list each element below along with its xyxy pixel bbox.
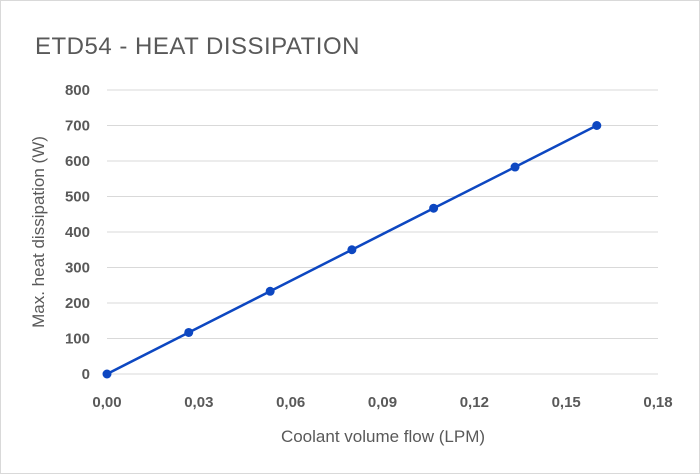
x-tick-label: 0,06 <box>276 394 305 411</box>
data-point <box>510 162 520 172</box>
x-tick-label: 0,12 <box>460 394 489 411</box>
y-tick-label: 100 <box>65 331 90 348</box>
y-tick-label: 700 <box>65 118 90 135</box>
x-tick-label: 0,09 <box>368 394 397 411</box>
y-tick-label: 400 <box>65 224 90 241</box>
x-axis-label: Coolant volume flow (LPM) <box>281 427 485 446</box>
y-tick-label: 600 <box>65 153 90 170</box>
y-axis-label: Max. heat dissipation (W) <box>29 136 48 328</box>
series-markers <box>102 121 602 379</box>
x-tick-label: 0,03 <box>184 394 213 411</box>
x-tick-label: 0,18 <box>643 394 672 411</box>
x-tick-label: 0,00 <box>92 394 121 411</box>
y-tick-label: 800 <box>65 82 90 99</box>
chart-title: ETD54 - HEAT DISSIPATION <box>35 33 360 60</box>
data-point <box>347 245 357 255</box>
data-point <box>102 369 112 379</box>
y-tick-label: 200 <box>65 295 90 312</box>
data-point <box>429 203 439 213</box>
data-point <box>184 327 194 337</box>
x-tick-label: 0,15 <box>552 394 581 411</box>
data-point <box>265 286 275 296</box>
y-axis-ticks: 0 100 200 300 400 500 600 700 800 <box>65 82 90 383</box>
x-axis-ticks: 0,00 0,03 0,06 0,09 0,12 0,15 0,18 <box>92 394 672 411</box>
gridlines <box>107 89 658 375</box>
y-tick-label: 500 <box>65 189 90 206</box>
y-tick-label: 300 <box>65 260 90 277</box>
y-tick-label: 0 <box>82 366 90 383</box>
data-point <box>592 121 602 130</box>
